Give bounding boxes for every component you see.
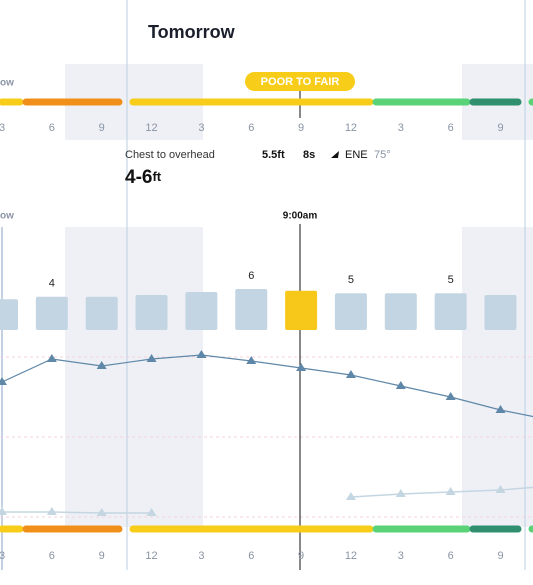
wave-bar	[384, 293, 417, 330]
swell-marker	[146, 354, 157, 362]
hour-label: 6	[49, 550, 55, 562]
swell-marker	[296, 363, 307, 371]
hour-label: 3	[0, 122, 5, 134]
hour-label: 6	[49, 122, 55, 134]
hour-label: 12	[145, 122, 157, 134]
wind-marker	[46, 507, 57, 515]
wind-marker	[0, 507, 7, 515]
wave-bar	[0, 299, 18, 330]
wave-bar	[334, 293, 367, 330]
wave-label: 4	[49, 278, 55, 290]
now-fragment: ow	[0, 78, 14, 89]
swell-degrees: 75°	[374, 149, 391, 161]
wind-marker	[395, 489, 406, 497]
hour-label: 3	[198, 550, 204, 562]
wave-label: 5	[448, 274, 454, 286]
range-unit: ft	[152, 169, 161, 184]
surf-description: Chest to overhead	[125, 149, 215, 161]
wave-label: 5	[348, 274, 354, 286]
swell-marker	[395, 381, 406, 389]
swell-line	[1, 354, 533, 418]
swell-direction: ENE	[345, 149, 368, 161]
wind-marker	[146, 508, 157, 516]
wave-bar	[135, 295, 168, 330]
direction-arrow	[331, 151, 339, 158]
swell-marker	[96, 361, 107, 369]
dynamic: 3 3 6 6 9 9 12 12 3 3 6 6 9 9 12 12 3 3 6 6 9 9 4 6 5 5	[0, 98, 533, 562]
wind-marker	[345, 492, 356, 500]
rating-pill	[245, 72, 355, 91]
wind-marker	[495, 485, 506, 493]
hour-label: 12	[345, 550, 357, 562]
wave-bar	[235, 289, 268, 330]
hour-label: 9	[99, 550, 105, 562]
rating-label: POOR TO FAIR	[261, 76, 340, 88]
hour-label: 6	[248, 122, 254, 134]
wind-marker	[96, 508, 107, 516]
now-fragment: ow	[0, 211, 14, 222]
surf-range: 4-6ft	[125, 167, 162, 188]
swell-marker	[445, 392, 456, 400]
wave-label: 6	[248, 270, 254, 282]
swell-marker	[46, 354, 57, 362]
swell-marker	[246, 356, 257, 364]
hour-label: 3	[398, 122, 404, 134]
hour-label: 3	[0, 550, 5, 562]
hour-label: 9	[298, 122, 304, 134]
wave-bar	[185, 292, 218, 330]
swell-marker	[0, 377, 7, 385]
wave-bar	[285, 290, 318, 330]
swell-marker	[495, 405, 506, 413]
swell-marker	[196, 350, 207, 358]
wave-bar	[484, 295, 517, 330]
night-shade	[65, 227, 203, 527]
hour-label: 3	[198, 122, 204, 134]
hour-label: 6	[248, 550, 254, 562]
hour-label: 9	[497, 550, 503, 562]
swell-height: 5.5ft	[262, 149, 285, 161]
now-label: 9:00am	[283, 211, 318, 222]
wind-marker	[445, 487, 456, 495]
hour-label: 12	[145, 550, 157, 562]
wave-bar	[85, 296, 118, 330]
wave-bar	[35, 296, 68, 330]
hour-label: 9	[99, 122, 105, 134]
range: 4-6	[125, 167, 152, 188]
wave-bar	[434, 293, 467, 330]
hour-label: 9	[298, 550, 304, 562]
hour-label: 3	[398, 550, 404, 562]
hour-label: 12	[345, 122, 357, 134]
hour-label: 6	[448, 550, 454, 562]
swell-period: 8s	[303, 149, 315, 161]
night-shade	[462, 227, 533, 527]
hour-label: 6	[448, 122, 454, 134]
hour-label: 9	[497, 122, 503, 134]
swell-marker	[345, 370, 356, 378]
day-title: Tomorrow	[148, 22, 236, 42]
